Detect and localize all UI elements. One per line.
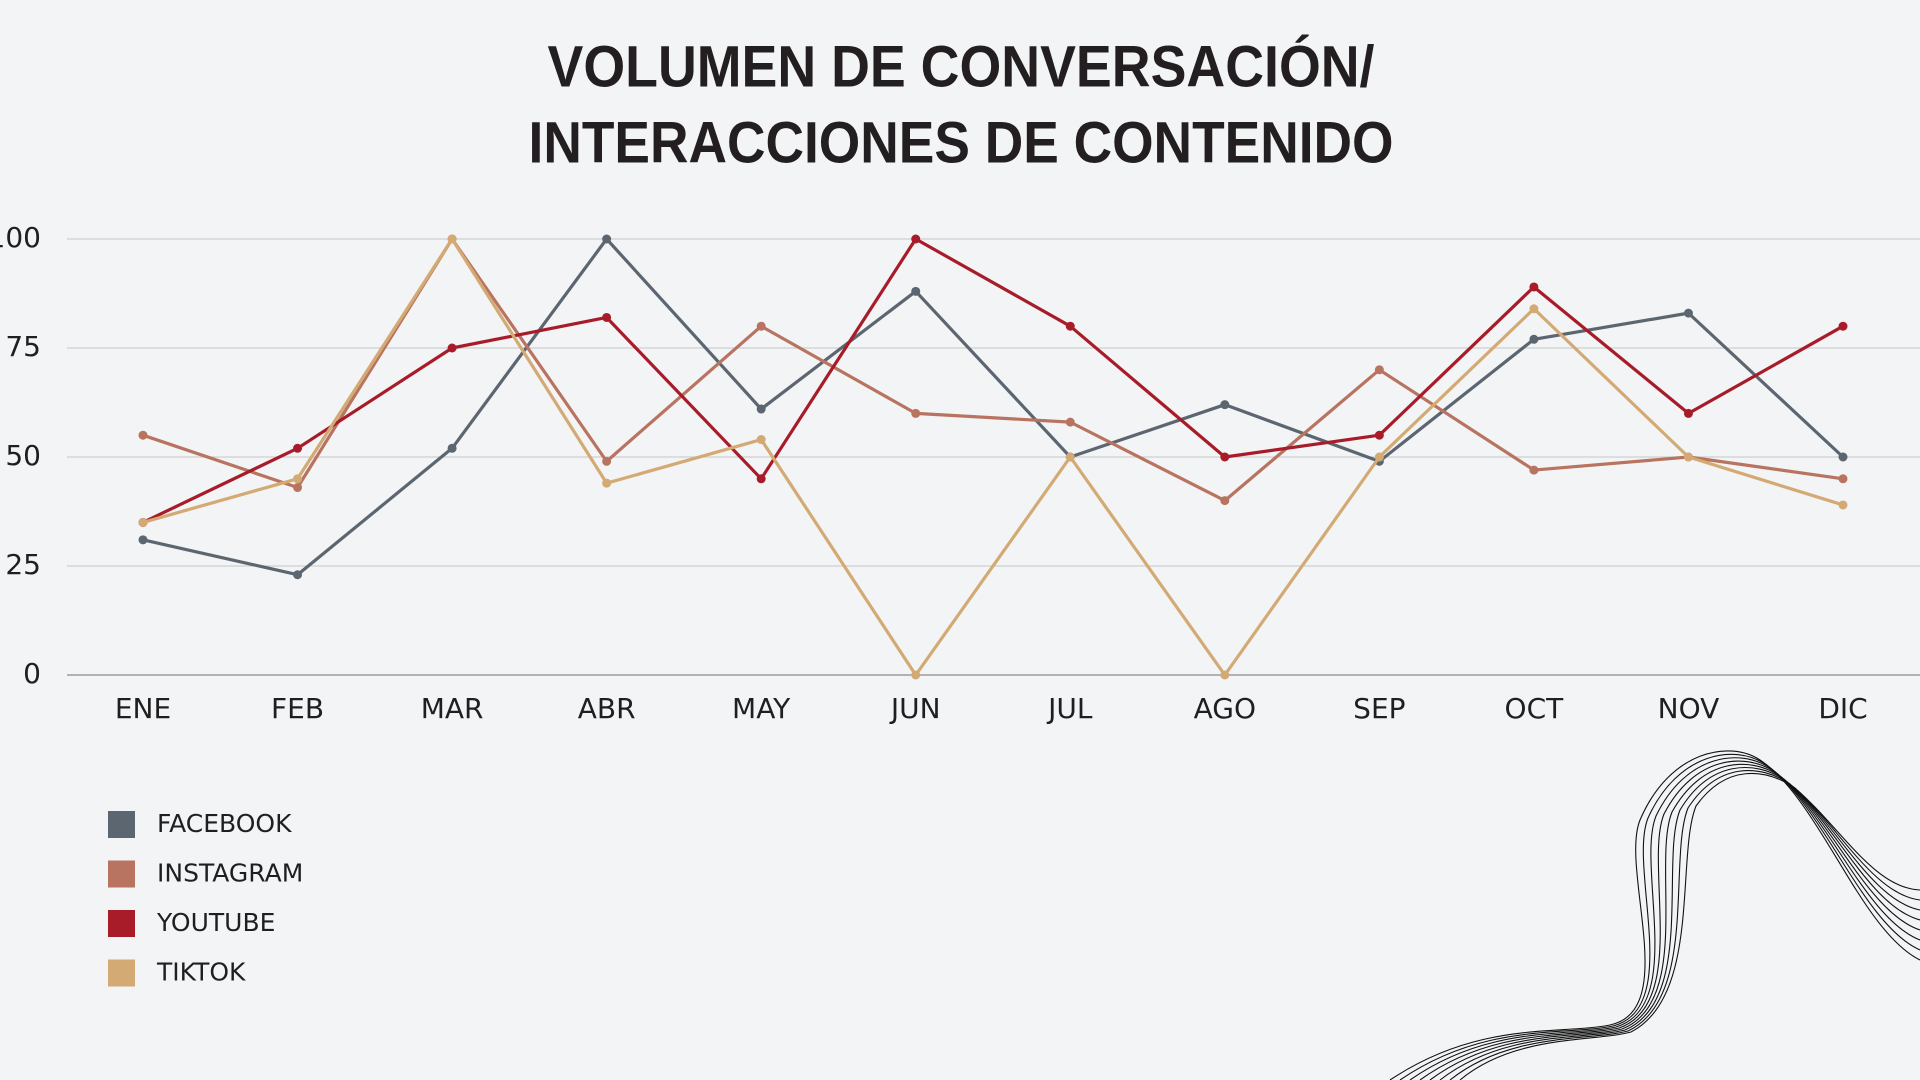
- data-point: [911, 670, 921, 680]
- data-point: [1683, 408, 1693, 418]
- data-point: [602, 456, 612, 466]
- data-point: [293, 443, 303, 453]
- data-point: [1220, 452, 1230, 462]
- y-tick-label: 50: [5, 439, 41, 472]
- chart-title: INTERACCIONES DE CONTENIDO: [529, 110, 1394, 175]
- x-tick-label: NOV: [1658, 692, 1720, 725]
- data-point: [756, 404, 766, 414]
- y-tick-label: 25: [5, 548, 41, 581]
- legend-label: INSTAGRAM: [157, 859, 303, 888]
- data-point: [756, 435, 766, 445]
- data-point: [1374, 452, 1384, 462]
- data-point: [1838, 321, 1848, 331]
- chart-title: VOLUMEN DE CONVERSACIÓN/: [548, 34, 1375, 99]
- legend-swatch: [108, 910, 135, 937]
- series-line: [142, 237, 1844, 524]
- data-point: [1220, 496, 1230, 506]
- y-tick-label: 100: [0, 221, 41, 254]
- data-point: [1065, 452, 1075, 462]
- data-point: [138, 517, 148, 527]
- x-tick-label: OCT: [1505, 692, 1565, 725]
- x-tick-label: DIC: [1818, 692, 1867, 725]
- x-tick-label: ENE: [115, 692, 171, 725]
- data-point: [602, 234, 612, 244]
- series-line: [142, 237, 1844, 677]
- data-point: [138, 430, 148, 440]
- x-tick-label: SEP: [1353, 692, 1405, 725]
- data-point: [911, 286, 921, 296]
- series-line: [142, 237, 1845, 577]
- series-line: [142, 237, 1844, 503]
- data-point: [911, 234, 921, 244]
- legend-swatch: [108, 860, 135, 888]
- data-point: [1683, 308, 1693, 318]
- data-point: [1220, 670, 1230, 680]
- data-point: [1374, 430, 1384, 440]
- data-point: [293, 570, 303, 580]
- legend-swatch: [108, 959, 135, 987]
- data-point: [602, 478, 612, 488]
- x-tick-label: JUL: [1046, 692, 1093, 725]
- data-point: [447, 343, 457, 353]
- data-point: [1220, 400, 1230, 410]
- data-point: [602, 312, 612, 322]
- decoration: [1389, 750, 1920, 1080]
- legend-label: YOUTUBE: [156, 908, 275, 937]
- x-tick-label: FEB: [271, 692, 324, 725]
- y-tick-label: 75: [5, 330, 41, 363]
- legend-label: FACEBOOK: [157, 809, 292, 838]
- data-point: [1374, 365, 1384, 375]
- data-point: [138, 535, 148, 545]
- legend-swatch: [108, 811, 135, 838]
- data-point: [1529, 465, 1539, 475]
- data-point: [1065, 321, 1075, 331]
- data-point: [756, 474, 766, 484]
- x-tick-label: ABR: [578, 692, 636, 725]
- x-tick-label: JUN: [889, 692, 941, 725]
- data-point: [447, 443, 457, 453]
- data-point: [1065, 417, 1075, 427]
- data-point: [1683, 452, 1693, 462]
- data-point: [911, 408, 921, 418]
- data-point: [756, 321, 766, 331]
- data-point: [447, 234, 457, 244]
- data-point: [1838, 452, 1848, 462]
- data-point: [1529, 334, 1539, 344]
- x-tick-label: MAR: [421, 692, 484, 725]
- data-point: [1838, 500, 1848, 510]
- x-tick-label: AGO: [1194, 692, 1256, 725]
- y-tick-label: 0: [23, 657, 41, 690]
- data-point: [1838, 474, 1848, 484]
- x-tick-label: MAY: [732, 692, 791, 725]
- data-point: [1529, 282, 1539, 292]
- legend-label: TIKTOK: [156, 958, 246, 987]
- data-point: [293, 474, 303, 484]
- data-point: [293, 483, 303, 493]
- data-point: [1529, 304, 1539, 314]
